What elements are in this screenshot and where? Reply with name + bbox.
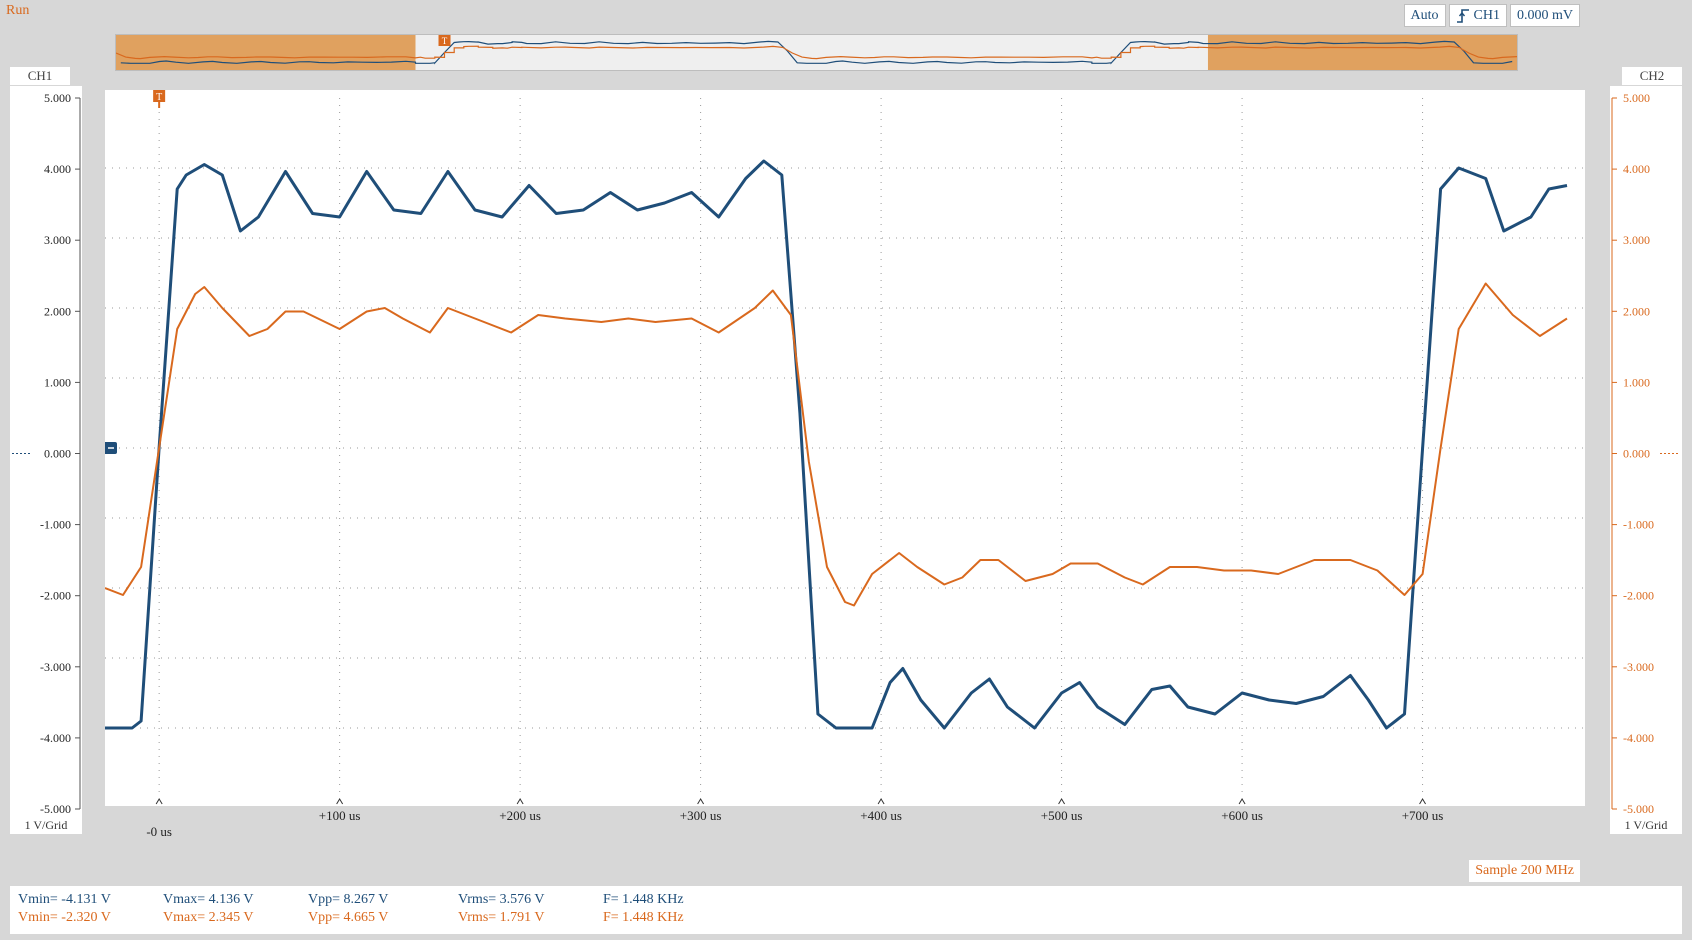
y-tick-label: 5.000 [1623,91,1650,105]
measurement-panel: Vmin= -4.131 V Vmax= 4.136 V Vpp= 8.267 … [10,886,1682,934]
rising-edge-icon [1456,8,1469,23]
ch1-vrms: Vrms= 3.576 V [458,892,545,907]
x-tick-arrow [1238,798,1246,805]
ch1-axis[interactable]: 5.000 4.000 3.000 2.000 1.000 0.000 -1.000 -2.0… [10,86,82,821]
y-tick-label: 4.000 [44,162,71,176]
ch2-vmin: Vmin= -2.320 V [18,910,111,925]
x-tick-label: -0 us [146,824,172,839]
y-tick-label: -2.000 [1623,589,1654,603]
x-tick-label: +700 us [1401,808,1444,823]
ch2-axis[interactable]: 5.000 4.000 3.000 2.000 1.000 0.000 -1.000 -2.0… [1610,86,1682,821]
y-tick-label: -5.000 [40,802,71,816]
ch2-vpp: Vpp= 4.665 V [308,910,389,925]
trigger-channel: CH1 [1473,8,1500,23]
ch1-vmin: Vmin= -4.131 V [18,892,111,907]
y-tick-label: 0.000 [1623,447,1650,461]
y-tick-label: -2.000 [40,589,71,603]
overview-shade-right [1207,35,1517,70]
ch1-vmax: Vmax= 4.136 V [163,892,254,907]
trigger-marker-label: T [156,92,162,103]
overview-ch1-trace [120,40,1513,65]
x-tick-arrow [336,798,344,805]
x-tick-arrow [877,798,885,805]
x-tick-label: +500 us [1040,808,1083,823]
y-tick-label: -4.000 [1623,731,1654,745]
ch2-vrms: Vrms= 1.791 V [458,910,545,925]
overview-ch2-trace [115,45,1518,60]
x-tick-arrow [516,798,524,805]
sample-rate[interactable]: Sample 200 MHz [1469,860,1580,882]
y-tick-label: 0.000 [44,447,71,461]
x-tick-label: +200 us [499,808,541,823]
y-tick-label: 2.000 [1623,304,1650,318]
ch2-trace [104,282,1568,607]
y-tick-label: 1.000 [1623,375,1650,389]
ch1-trace [105,159,1568,730]
waveform-plot[interactable]: T [103,90,1585,806]
ch1-offset-marker[interactable] [103,442,117,454]
overview-trace: T [115,35,1518,70]
y-tick-label: 3.000 [1623,233,1650,247]
y-tick-label: 2.000 [44,304,71,318]
ch2-vmax: Vmax= 2.345 V [163,910,254,925]
y-tick-label: -3.000 [40,660,71,674]
x-tick-arrow [155,798,163,805]
y-tick-label: 5.000 [44,91,71,105]
y-tick-label: 3.000 [44,233,71,247]
x-tick-label: +300 us [679,808,722,823]
ch1-label[interactable]: CH1 [10,67,70,85]
ch1-freq: F= 1.448 KHz [603,892,684,907]
y-tick-label: -1.000 [1623,518,1654,532]
y-tick-label: -5.000 [1623,802,1654,816]
overview-window[interactable] [415,35,1208,70]
trigger-source[interactable]: CH1 [1448,4,1507,27]
trigger-mode[interactable]: Auto [1403,4,1446,27]
plot-canvas: T [103,90,1585,805]
overview-trigger-marker[interactable]: T [438,35,451,46]
x-tick-arrow [1419,798,1426,805]
trigger-bar: Auto CH1 0.000 mV [1403,4,1580,27]
waveform-overview[interactable]: T [115,34,1518,71]
ch1-scale[interactable]: 1 V/Grid [10,816,82,834]
overview-shade-left [116,35,416,70]
ch1-vpp: Vpp= 8.267 V [308,892,389,907]
ch2-label[interactable]: CH2 [1622,67,1682,85]
trigger-marker[interactable]: T [153,90,166,108]
run-status[interactable]: Run [6,3,30,18]
trigger-level[interactable]: 0.000 mV [1510,4,1580,27]
x-tick-label: +100 us [318,808,361,823]
x-tick-label: +600 us [1221,808,1263,823]
y-tick-label: 1.000 [44,375,71,389]
ch2-freq: F= 1.448 KHz [603,910,684,925]
y-tick-label: -4.000 [40,731,71,745]
x-tick-arrow [1058,798,1066,805]
y-tick-label: -3.000 [1623,660,1654,674]
y-tick-label: 4.000 [1623,162,1650,176]
x-axis-labels: -0 us +100 us +200 us +300 us +400 us +500 us… [105,808,1585,848]
x-tick-label: +400 us [860,808,902,823]
overview-trigger-label: T [442,36,448,46]
ch2-scale[interactable]: 1 V/Grid [1610,816,1682,834]
x-tick-arrow [697,798,705,805]
y-tick-label: -1.000 [40,518,71,532]
